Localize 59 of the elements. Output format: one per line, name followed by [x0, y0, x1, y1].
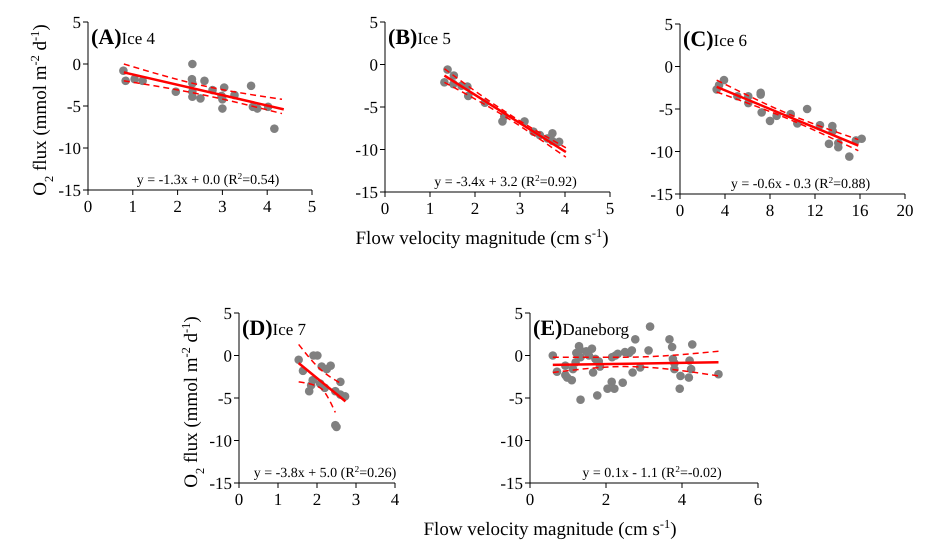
y-tick-label: 5	[664, 15, 673, 34]
y-tick-label: 5	[224, 304, 232, 323]
y-tick-label: 5	[514, 304, 523, 323]
y-tick-label: 0	[370, 56, 378, 74]
y-tick-label: 0	[514, 346, 523, 366]
annotation: y = -3.4x + 3.2 (R$^{2}$=0.92)	[434, 173, 578, 190]
y-tick-label: 5	[72, 13, 81, 32]
y-tick-label: 5	[370, 13, 378, 32]
chart-title: (C)Ice 6	[683, 26, 748, 51]
x-tick-label: 4	[390, 490, 400, 509]
x-tick-label: 2	[602, 490, 610, 509]
annotation: y = -1.3x + 0.0 (R$^{2}$=0.54)	[136, 171, 280, 188]
y-tick-label: -5	[658, 100, 673, 119]
annotation: y = -0.6x - 0.3 (R$^{2}$=0.88)	[730, 175, 871, 192]
x-tick-label: 1	[274, 490, 282, 509]
x-tick-label: 3	[218, 197, 227, 216]
x-axis-title: Flow velocity magnitude (cm s$^{-1}$)	[355, 226, 609, 249]
y-tick-label: -5	[218, 389, 232, 408]
x-tick-label: 12	[806, 201, 824, 220]
y-tick-label: -10	[209, 432, 232, 450]
x-tick-label: 8	[766, 201, 774, 220]
x-tick-label: 1	[128, 197, 138, 216]
x-tick-label: 2	[470, 199, 480, 218]
chart-title: (B)Ice 5	[388, 24, 451, 49]
x-tick-label: 6	[754, 490, 762, 509]
y-tick-label: -10	[58, 139, 81, 158]
y-tick-label: -10	[650, 142, 673, 162]
x-tick-label: 3	[352, 490, 360, 509]
chart-title: (D)Ice 7	[242, 315, 307, 340]
y-tick-label: -10	[355, 140, 378, 160]
y-tick-label: -5	[508, 389, 523, 408]
y-tick-label: 0	[72, 55, 81, 74]
annotation: y = -3.8x + 5.0 (R$^{2}$=0.26)	[254, 464, 397, 481]
y-tick-label: -5	[66, 97, 81, 116]
x-tick-label: 2	[173, 197, 182, 216]
x-tick-label: 5	[308, 197, 316, 216]
annotation: y = 0.1x - 1.1 (R$^{2}$=-0.02)	[582, 464, 722, 481]
chart-title: (A)Ice 4	[91, 24, 156, 49]
y-tick-label: 0	[664, 58, 673, 76]
x-tick-label: 4	[678, 490, 687, 509]
y-tick-label: -10	[500, 432, 523, 450]
x-tick-label: 2	[312, 490, 322, 509]
x-tick-label: 4	[560, 199, 570, 218]
y-tick-label: -15	[58, 181, 81, 200]
x-tick-label: 4	[262, 197, 272, 216]
x-tick-label: 4	[720, 201, 730, 220]
x-tick-label: 20	[896, 201, 914, 220]
chart-title: (E)Daneborg	[533, 315, 630, 340]
x-tick-label: 16	[852, 201, 868, 220]
y-tick-label: -15	[650, 185, 673, 204]
y-tick-label: -15	[500, 474, 523, 493]
y-tick-label: -15	[355, 183, 378, 202]
x-tick-label: 5	[606, 199, 614, 218]
y-tick-label: 0	[224, 346, 232, 366]
y-tick-label: -5	[364, 98, 378, 117]
x-tick-label: 3	[516, 199, 524, 218]
y-tick-label: -15	[209, 474, 232, 493]
x-tick-label: 1	[426, 199, 434, 218]
x-axis-title: Flow velocity magnitude (cm s$^{-1}$)	[423, 517, 677, 540]
